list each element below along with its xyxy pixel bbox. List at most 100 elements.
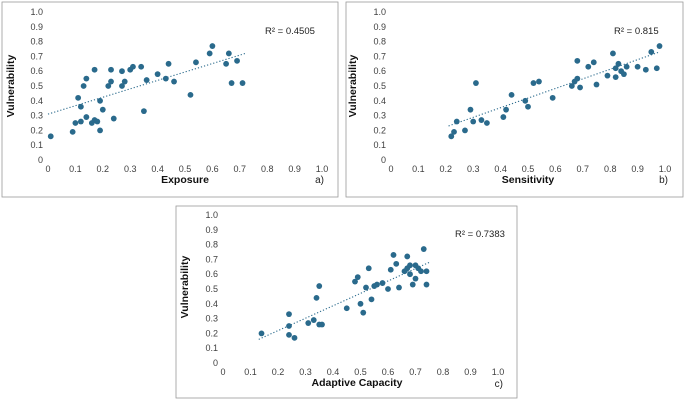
data-point <box>423 268 430 275</box>
y-tick-label: 0.6 <box>373 66 386 76</box>
data-point <box>286 323 292 329</box>
data-point <box>634 63 641 70</box>
data-point <box>258 330 265 337</box>
x-tick-label: 0.3 <box>467 164 480 174</box>
y-tick-label: 0.5 <box>30 81 43 91</box>
data-point <box>623 63 630 70</box>
data-point <box>316 283 323 289</box>
data-point <box>549 94 556 101</box>
data-point <box>310 317 317 323</box>
y-tick-label: 0.3 <box>205 314 218 324</box>
x-tick-label: 0.8 <box>604 164 617 174</box>
data-point <box>462 127 468 134</box>
data-point <box>313 294 320 301</box>
panel-label: c) <box>495 379 503 390</box>
data-point <box>621 71 627 78</box>
data-point <box>97 97 103 104</box>
data-point <box>171 78 177 85</box>
data-point <box>379 280 386 286</box>
data-point <box>478 117 485 123</box>
data-point <box>354 274 361 281</box>
y-tick-label: 1.0 <box>373 7 386 17</box>
data-point <box>225 50 232 57</box>
data-point <box>363 284 369 291</box>
data-point <box>357 300 364 307</box>
x-tick-label: 0.2 <box>440 164 453 174</box>
data-point <box>393 260 400 267</box>
y-tick-label: 0.7 <box>373 51 386 61</box>
data-point <box>91 66 98 73</box>
data-point <box>407 262 413 269</box>
y-tick-label: 0.2 <box>30 125 43 135</box>
data-point <box>365 265 372 272</box>
data-point <box>451 128 457 135</box>
data-point <box>656 43 663 49</box>
data-point <box>593 81 600 88</box>
x-tick-label: 0 <box>220 367 225 377</box>
data-point <box>209 43 216 49</box>
y-tick-label: 0 <box>381 155 386 165</box>
y-tick-label: 0.8 <box>30 37 43 47</box>
x-tick-label: 0 <box>45 164 50 174</box>
y-tick-label: 0.1 <box>205 343 218 353</box>
data-point <box>77 103 84 110</box>
x-tick-label: 0.8 <box>261 164 274 174</box>
x-tick-label: 0.5 <box>354 367 367 377</box>
x-tick-label: 0.4 <box>494 164 507 174</box>
data-point <box>165 60 172 67</box>
data-point <box>206 50 213 57</box>
data-point <box>286 331 292 338</box>
x-tick-label: 0.5 <box>179 164 192 174</box>
x-tick-label: 0.3 <box>299 367 312 377</box>
data-point <box>83 114 90 120</box>
y-axis-title: Vulnerability <box>347 55 359 118</box>
y-tick-label: 0.9 <box>373 22 386 32</box>
data-point <box>500 114 507 120</box>
x-tick-label: 0.8 <box>437 367 450 377</box>
x-tick-label: 0.2 <box>97 164 110 174</box>
y-axis-title: Vulnerability <box>5 55 17 118</box>
x-tick-label: 0.9 <box>464 367 477 377</box>
data-point <box>525 103 531 110</box>
data-point <box>453 118 460 125</box>
y-tick-label: 0.8 <box>205 240 218 250</box>
y-tick-label: 0.2 <box>205 328 218 338</box>
data-point <box>612 74 619 81</box>
data-point <box>503 106 509 113</box>
data-point <box>508 91 515 98</box>
data-point <box>121 78 128 85</box>
x-axis-title: Sensitivity <box>502 174 555 186</box>
data-point <box>234 57 240 64</box>
data-point <box>187 91 194 98</box>
data-point <box>448 133 455 140</box>
data-point <box>648 49 655 55</box>
data-point <box>396 284 402 291</box>
data-point <box>385 286 391 292</box>
y-tick-label: 0.7 <box>30 51 43 61</box>
data-point <box>404 253 411 260</box>
data-point <box>291 334 298 341</box>
data-point <box>610 50 616 57</box>
y-tick-label: 0.5 <box>373 81 386 91</box>
data-point <box>604 72 611 79</box>
data-point <box>108 78 114 85</box>
y-tick-label: 0.9 <box>30 22 43 32</box>
data-point <box>141 108 147 115</box>
data-point <box>574 75 581 82</box>
data-point <box>585 63 592 70</box>
y-tick-label: 0 <box>213 358 218 368</box>
panel-frame <box>345 1 684 198</box>
y-tick-label: 0.4 <box>373 96 386 106</box>
panel-label: b) <box>659 175 668 186</box>
y-tick-label: 0.1 <box>30 140 43 150</box>
data-point <box>97 127 103 134</box>
data-point <box>119 68 125 75</box>
y-tick-label: 0.7 <box>205 254 218 264</box>
data-point <box>69 128 76 135</box>
data-point <box>522 97 529 104</box>
trendline <box>258 261 430 340</box>
data-point <box>467 106 474 113</box>
y-tick-label: 0.9 <box>205 225 218 235</box>
x-tick-label: 0.4 <box>151 164 164 174</box>
trendline <box>47 52 246 115</box>
